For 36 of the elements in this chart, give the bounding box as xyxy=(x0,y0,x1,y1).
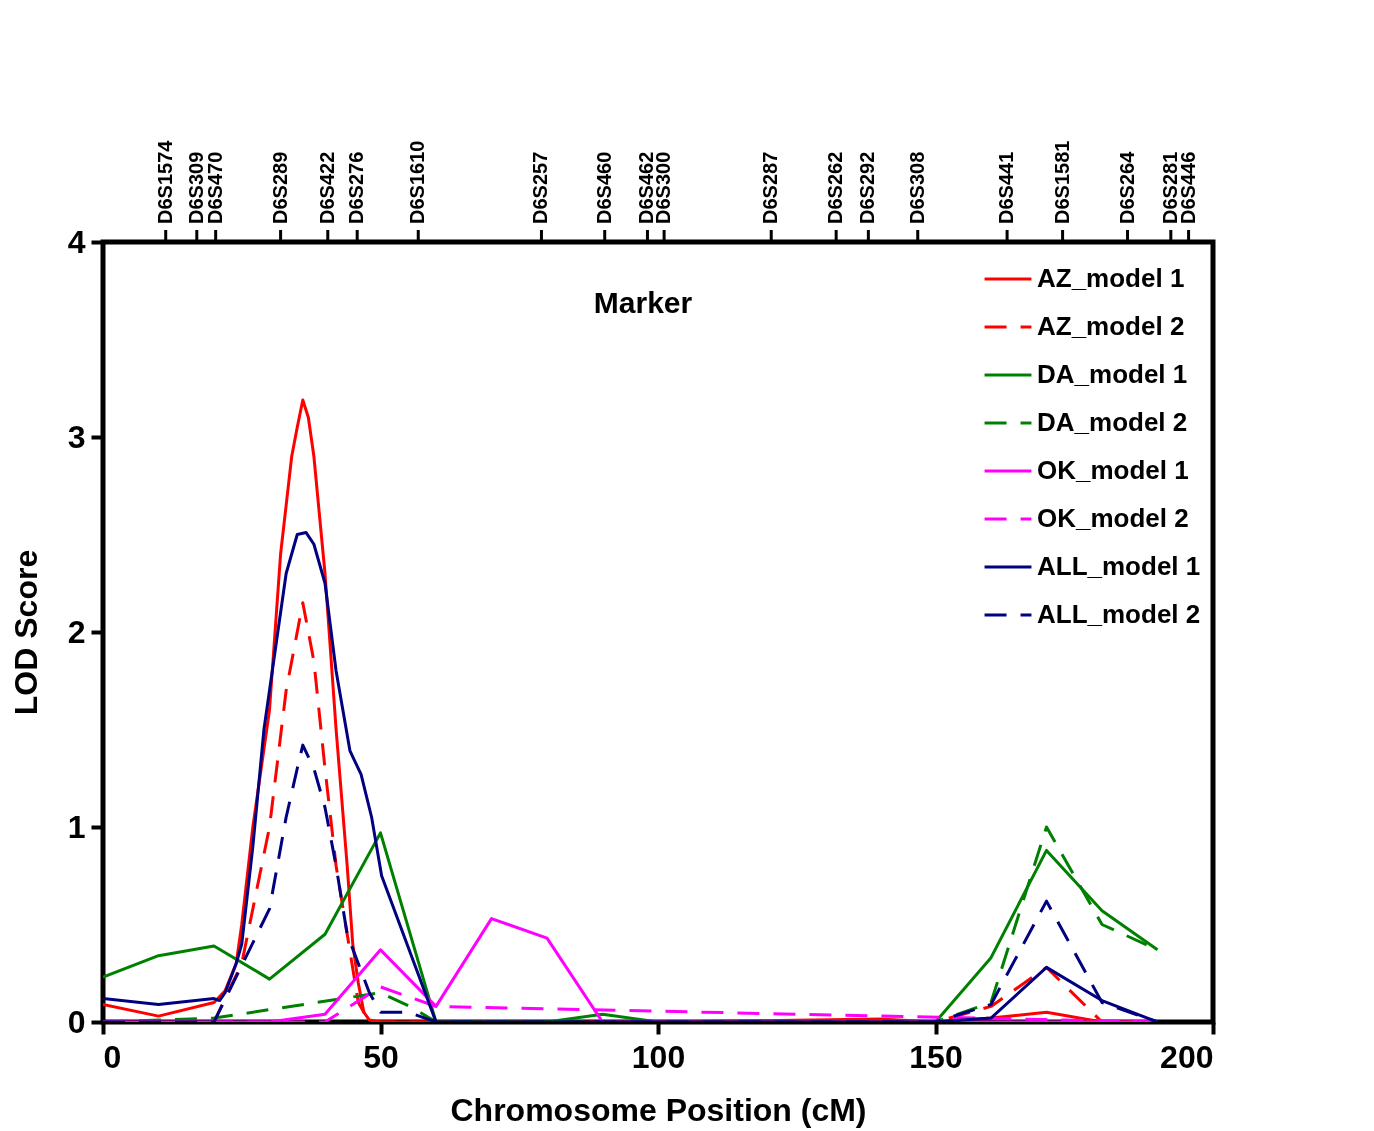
text: D6S460 xyxy=(592,151,615,224)
y-tick-label: 1 xyxy=(67,808,86,845)
text: D6S257 xyxy=(529,151,552,224)
y-tick-label: 3 xyxy=(67,418,86,455)
text: D6S300 xyxy=(652,151,675,224)
x-tick-label: 0 xyxy=(103,1038,122,1075)
text: D6S1610 xyxy=(406,140,429,224)
text: D6S1574 xyxy=(153,139,176,224)
legend-label: DA_model 1 xyxy=(1037,359,1188,389)
text: D6S441 xyxy=(995,151,1018,224)
legend-label: ALL_model 2 xyxy=(1037,599,1201,629)
text: D6S289 xyxy=(268,151,291,224)
text: D6S308 xyxy=(905,151,928,224)
y-axis-title: LOD Score xyxy=(7,549,44,716)
x-axis-title: Chromosome Position (cM) xyxy=(450,1091,867,1128)
text: D6S276 xyxy=(345,151,368,224)
x-tick-label: 100 xyxy=(631,1038,686,1075)
text: D6S287 xyxy=(759,151,782,224)
legend-label: AZ_model 2 xyxy=(1037,311,1185,341)
text: D6S1581 xyxy=(1050,140,1073,224)
x-tick-label: 50 xyxy=(363,1038,399,1075)
text: D6S264 xyxy=(1115,150,1138,224)
annotation: Marker xyxy=(593,286,693,319)
legend-label: ALL_model 1 xyxy=(1037,551,1201,581)
y-tick-label: 4 xyxy=(67,223,86,260)
legend-label: OK_model 1 xyxy=(1037,455,1189,485)
text: D6S422 xyxy=(315,151,338,224)
y-tick-label: 0 xyxy=(67,1003,86,1040)
text: D6S292 xyxy=(856,151,879,224)
y-tick-label: 2 xyxy=(67,613,86,650)
x-tick-label: 200 xyxy=(1160,1038,1214,1075)
legend-label: AZ_model 1 xyxy=(1037,263,1185,293)
x-tick-label: 150 xyxy=(909,1038,963,1075)
legend-label: DA_model 2 xyxy=(1037,407,1188,437)
legend-label: OK_model 2 xyxy=(1037,503,1189,533)
text: D6S262 xyxy=(824,151,847,224)
